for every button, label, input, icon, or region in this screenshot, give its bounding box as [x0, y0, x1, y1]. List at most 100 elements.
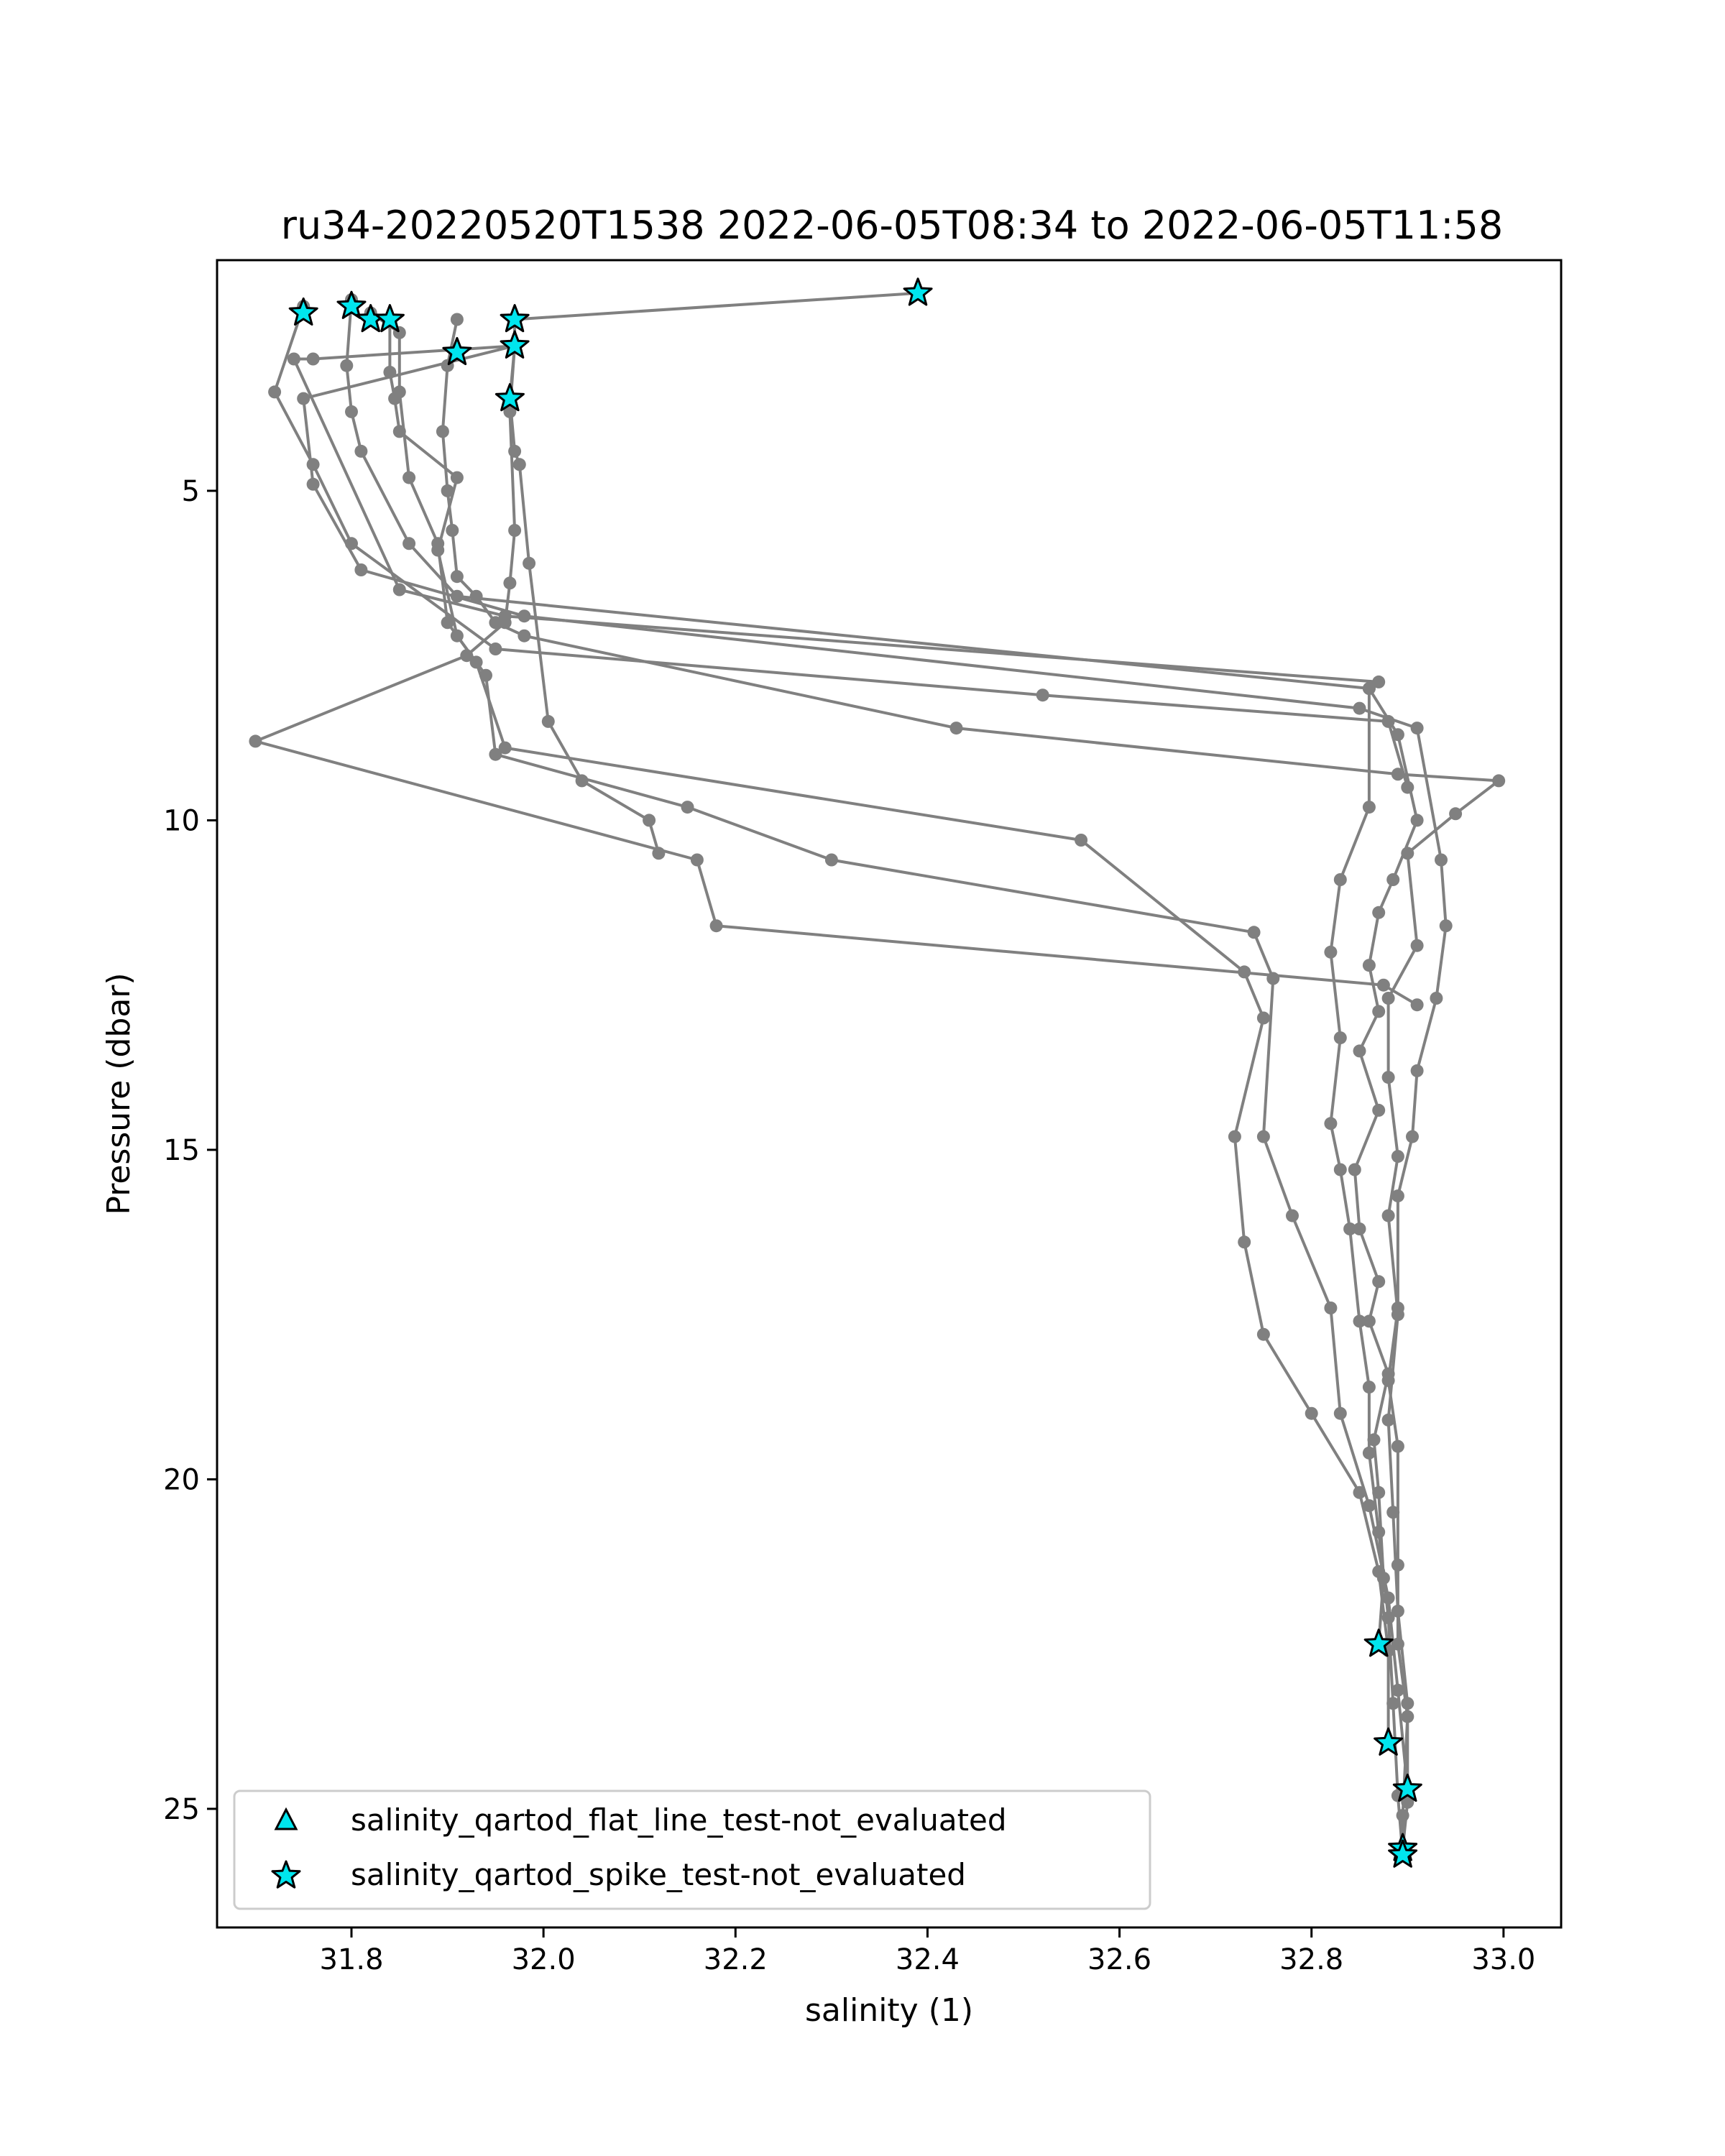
profile-line-7: [441, 319, 1501, 1849]
data-point: [1391, 1150, 1404, 1164]
data-point: [402, 471, 416, 484]
data-point: [1376, 978, 1390, 992]
data-point: [541, 714, 555, 728]
data-point: [1381, 992, 1395, 1005]
data-point: [1386, 1697, 1400, 1710]
data-point: [1372, 1275, 1386, 1289]
legend-triangle-marker-icon: [274, 1807, 298, 1830]
data-point: [681, 801, 694, 814]
legend-label-flat-line: salinity_qartod_flat_line_test-not_evalu…: [351, 1802, 1007, 1838]
data-point: [1286, 1209, 1299, 1222]
data-point: [1036, 688, 1049, 702]
data-point: [340, 359, 354, 372]
y-axis-label: Pressure (dbar): [101, 972, 137, 1215]
data-point: [1238, 965, 1251, 979]
data-point: [431, 543, 445, 557]
y-tick-label: 20: [163, 1463, 200, 1496]
data-point: [643, 814, 656, 827]
chart-title: ru34-20220520T1538 2022-06-05T08:34 to 2…: [281, 203, 1503, 248]
data-point: [1430, 992, 1443, 1005]
data-point: [1391, 1302, 1404, 1314]
data-point: [1305, 1406, 1318, 1420]
data-point: [306, 458, 320, 471]
data-point: [479, 668, 492, 682]
data-point: [1256, 1011, 1270, 1025]
data-point: [345, 405, 358, 418]
data-point: [503, 405, 517, 418]
data-point: [1391, 1439, 1404, 1453]
data-point: [1353, 701, 1366, 715]
spike-flag-layer: [288, 277, 1422, 1868]
data-point: [450, 629, 464, 642]
data-point: [1492, 774, 1506, 788]
spike-flag-marker: [500, 304, 530, 333]
data-point: [518, 629, 531, 642]
data-point: [1362, 1381, 1376, 1394]
data-point: [489, 642, 502, 655]
spike-flag-marker: [288, 297, 318, 326]
data-point: [1348, 1163, 1361, 1176]
data-series-layer: [249, 286, 1506, 1862]
data-point: [306, 352, 320, 366]
data-point: [287, 352, 300, 366]
data-point: [1256, 1130, 1270, 1143]
x-axis-label: salinity (1): [805, 1992, 973, 2029]
spike-flag-marker: [500, 330, 530, 359]
data-point: [1381, 1209, 1395, 1222]
data-point: [306, 477, 320, 491]
data-point: [1372, 1525, 1386, 1539]
data-point: [1401, 847, 1414, 860]
data-point: [489, 747, 502, 761]
data-point: [297, 392, 310, 405]
data-point: [1381, 1591, 1395, 1605]
data-point: [1386, 1506, 1400, 1519]
data-point: [1256, 1327, 1270, 1341]
legend-star-marker-icon: [271, 1860, 301, 1889]
legend-box: [233, 1789, 1151, 1910]
data-point: [1391, 1189, 1404, 1203]
legend-star-shape: [271, 1860, 301, 1889]
y-tick-label: 25: [163, 1793, 200, 1826]
data-point: [503, 576, 517, 590]
data-point: [498, 741, 512, 755]
data-point: [1362, 959, 1376, 972]
data-point: [1228, 1130, 1241, 1143]
data-point: [436, 425, 449, 438]
spike-flag-marker: [1392, 1773, 1422, 1802]
data-point: [268, 385, 282, 399]
data-point: [1391, 1558, 1404, 1572]
data-point: [690, 853, 704, 867]
y-tick-label: 5: [182, 475, 200, 508]
data-point: [1391, 728, 1404, 742]
data-point: [1449, 807, 1463, 821]
data-point: [1353, 1222, 1366, 1235]
spike-flag-marker: [1363, 1628, 1394, 1657]
data-point: [1324, 1302, 1338, 1314]
data-point: [450, 313, 464, 326]
data-point: [1333, 873, 1347, 886]
x-tick-label: 32.0: [512, 1943, 576, 1976]
data-point: [1247, 926, 1261, 939]
data-point: [469, 589, 483, 603]
profile-line-9: [292, 344, 1404, 1856]
data-point: [1353, 1314, 1366, 1328]
legend-label-spike: salinity_qartod_spike_test-not_evaluated: [351, 1857, 966, 1892]
data-point: [402, 537, 416, 550]
data-point: [392, 583, 406, 596]
data-point: [354, 444, 368, 458]
data-point: [1362, 1499, 1376, 1513]
spike-flag-marker: [1388, 1839, 1418, 1868]
data-point: [489, 616, 502, 630]
data-point: [1372, 675, 1386, 688]
data-point: [1386, 873, 1400, 886]
data-point: [1362, 1446, 1376, 1460]
data-point: [1401, 1710, 1414, 1723]
data-point: [1324, 945, 1338, 959]
data-point: [1381, 1413, 1395, 1427]
data-point: [1410, 1064, 1424, 1077]
data-point: [1391, 768, 1404, 781]
spike-flag-marker: [1374, 1727, 1404, 1756]
data-point: [709, 919, 723, 933]
data-point: [450, 570, 464, 584]
